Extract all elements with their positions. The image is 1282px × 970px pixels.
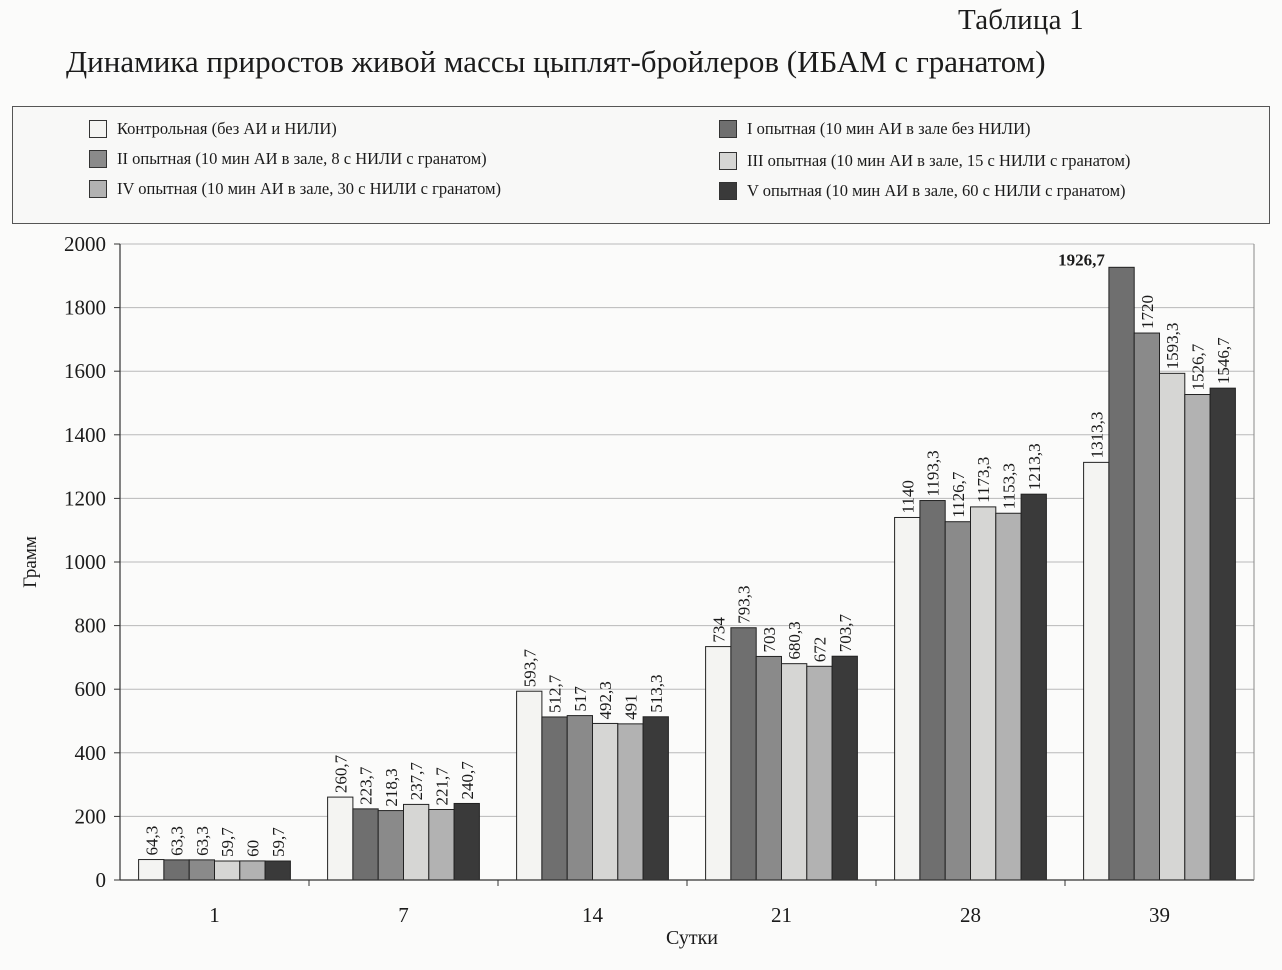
bar [328, 797, 353, 880]
data-label: 1173,3 [974, 457, 993, 503]
x-tick-label: 39 [1149, 903, 1170, 927]
bar [1109, 267, 1134, 880]
data-label: 1526,7 [1188, 343, 1207, 390]
y-tick-label: 600 [75, 677, 107, 701]
bar [1185, 395, 1210, 880]
x-tick-label: 21 [771, 903, 792, 927]
x-tick-label: 7 [398, 903, 409, 927]
data-label: 513,3 [647, 675, 666, 713]
bar [756, 656, 781, 880]
data-label: 1140 [898, 480, 917, 513]
x-tick-label: 28 [960, 903, 981, 927]
bar [1160, 373, 1185, 880]
data-label: 218,3 [382, 768, 401, 806]
bar [971, 507, 996, 880]
bar [807, 666, 832, 880]
y-axis-title: Грамм [20, 536, 41, 588]
data-label: 491 [621, 694, 640, 720]
data-label: 221,7 [432, 767, 451, 806]
y-tick-label: 0 [96, 868, 107, 892]
bar [164, 860, 189, 880]
bar [782, 664, 807, 880]
data-label: 260,7 [331, 754, 350, 793]
data-label: 240,7 [458, 761, 477, 800]
y-tick-label: 1800 [64, 296, 106, 320]
bar [1084, 462, 1109, 880]
bar [139, 860, 164, 880]
bar [567, 716, 592, 880]
data-label: 1720 [1138, 295, 1157, 329]
y-tick-label: 200 [75, 804, 107, 828]
x-tick-label: 1 [209, 903, 220, 927]
data-label: 64,3 [142, 826, 161, 856]
bar [920, 501, 945, 880]
bar [593, 723, 618, 880]
y-tick-label: 1200 [64, 486, 106, 510]
data-label: 672 [810, 637, 829, 663]
bar [945, 522, 970, 880]
data-label: 63,3 [193, 826, 212, 856]
y-tick-label: 1000 [64, 550, 106, 574]
bar [996, 513, 1021, 880]
y-tick-label: 1400 [64, 423, 106, 447]
data-label: 1193,3 [924, 450, 943, 496]
data-label: 237,7 [407, 762, 426, 801]
bar [706, 647, 731, 880]
y-tick-label: 2000 [64, 232, 106, 256]
data-label: 593,7 [520, 648, 539, 687]
bar [895, 517, 920, 880]
bar [189, 860, 214, 880]
bar [1210, 388, 1235, 880]
x-axis-title: Сутки [666, 927, 718, 949]
bar [1021, 494, 1046, 880]
data-labels: 64,3 63,3 63,3 59,7 60 59,7 260,7 223,7 218,3 237… [142, 250, 1233, 857]
data-label: 1153,3 [999, 463, 1018, 509]
data-label: 1926,7 [1058, 250, 1105, 269]
bar [1134, 333, 1159, 880]
bar [618, 724, 643, 880]
data-label: 1126,7 [949, 471, 968, 518]
bar [731, 628, 756, 880]
bar [353, 809, 378, 880]
y-tick-label: 800 [75, 614, 107, 638]
data-label: 60 [243, 840, 262, 857]
bar [517, 691, 542, 880]
bar [215, 861, 240, 880]
data-label: 1546,7 [1214, 337, 1233, 384]
data-label: 703 [760, 627, 779, 653]
bar [378, 811, 403, 880]
data-label: 1593,3 [1163, 323, 1182, 370]
bar [265, 861, 290, 880]
bar [542, 717, 567, 880]
data-label: 703,7 [836, 613, 855, 652]
data-label: 517 [571, 686, 590, 712]
data-label: 63,3 [168, 826, 187, 856]
y-tick-label: 1600 [64, 359, 106, 383]
data-label: 512,7 [546, 674, 565, 713]
bars [139, 267, 1236, 880]
data-label: 223,7 [357, 766, 376, 805]
data-label: 492,3 [596, 681, 615, 719]
bar [404, 804, 429, 880]
x-tick-label: 14 [582, 903, 604, 927]
bar [454, 803, 479, 880]
data-label: 59,7 [218, 827, 237, 857]
data-label: 59,7 [269, 827, 288, 857]
data-label: 793,3 [735, 585, 754, 623]
bar [643, 717, 668, 880]
data-label: 734 [709, 617, 728, 643]
data-label: 680,3 [785, 621, 804, 659]
bar [832, 656, 857, 880]
data-label: 1213,3 [1025, 443, 1044, 490]
bar [240, 861, 265, 880]
y-tick-label: 400 [75, 741, 107, 765]
bar [429, 809, 454, 880]
data-label: 1313,3 [1087, 412, 1106, 459]
